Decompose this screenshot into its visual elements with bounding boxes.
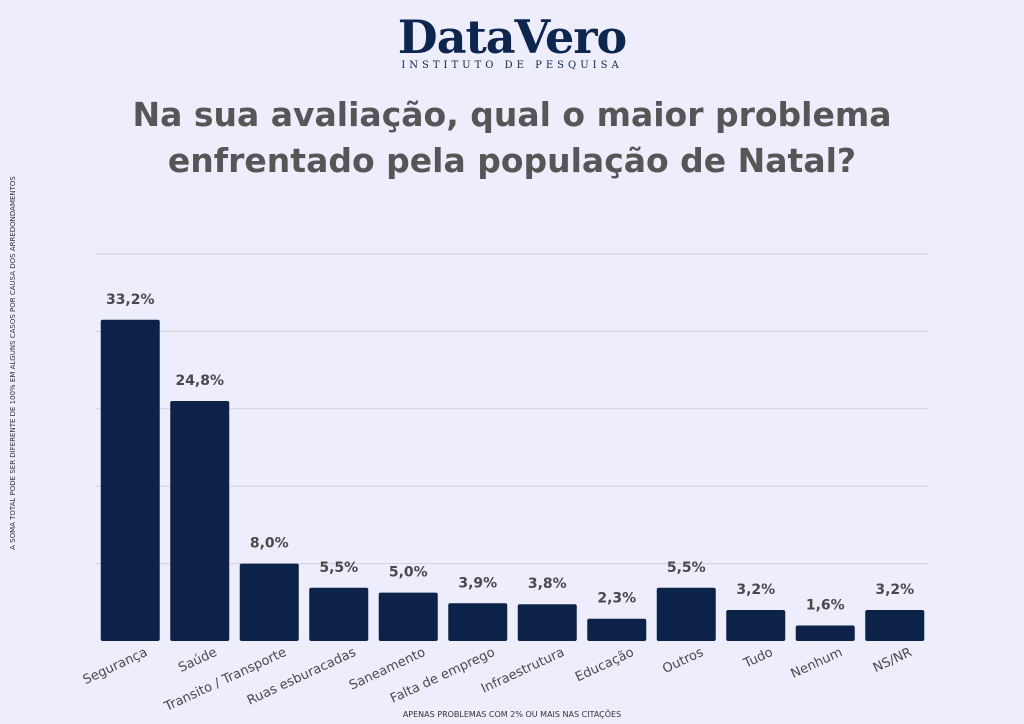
bar — [795, 625, 855, 641]
tick-label: Saúde — [176, 645, 219, 676]
tick-label: Tudo — [741, 645, 776, 672]
tick-label: Nenhum — [789, 645, 845, 682]
bar — [587, 618, 647, 641]
chart-title-line-2: enfrentado pela população de Natal? — [167, 141, 857, 180]
bar — [378, 592, 438, 641]
tick-label: Educação — [573, 645, 636, 685]
tick-label: NS/NR — [871, 645, 915, 676]
data-label: 24,8% — [175, 373, 224, 389]
data-label: 5,0% — [389, 565, 428, 581]
bar — [726, 610, 786, 641]
bar — [170, 401, 230, 641]
bar — [448, 603, 508, 641]
data-label: 5,5% — [319, 560, 358, 576]
data-label: 2,3% — [597, 591, 636, 607]
data-label: 33,2% — [106, 292, 155, 308]
bar — [239, 563, 299, 641]
logo-name: DataVero — [397, 10, 627, 64]
bar — [100, 319, 160, 641]
data-label: 3,2% — [875, 582, 914, 598]
tick-label: Transito / Transporte — [161, 645, 288, 715]
data-label: 3,9% — [458, 575, 497, 591]
tick-label: Outros — [660, 645, 706, 677]
logo-subtitle: INSTITUTO DE PESQUISA — [401, 60, 623, 71]
data-label: 3,8% — [528, 576, 567, 592]
logo: DataVero INSTITUTO DE PESQUISA — [0, 12, 1024, 72]
chart-title-line-1: Na sua avaliação, qual o maior problema — [132, 95, 892, 134]
data-label: 3,2% — [736, 582, 775, 598]
bar — [865, 610, 925, 641]
bar — [309, 587, 369, 641]
data-label: 5,5% — [667, 560, 706, 576]
data-label: 8,0% — [250, 536, 289, 552]
data-label: 1,6% — [806, 598, 845, 614]
bar — [517, 604, 577, 641]
tick-label: Segurança — [81, 645, 150, 688]
bar — [656, 587, 716, 641]
footnote: APENAS PROBLEMAS COM 2% OU MAIS NAS CITA… — [402, 710, 622, 719]
chart-title: Na sua avaliação, qual o maior problema … — [100, 92, 924, 184]
